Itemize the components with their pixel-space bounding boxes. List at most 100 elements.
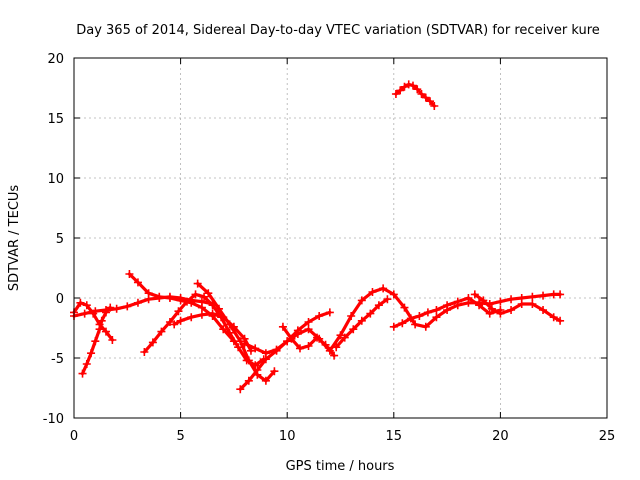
data-point — [313, 333, 322, 342]
data-point — [330, 351, 339, 360]
data-point — [487, 304, 496, 313]
data-point — [278, 322, 287, 331]
data-point — [261, 376, 270, 385]
series-arc-11 — [332, 295, 392, 352]
series-arc-7 — [193, 279, 279, 385]
data-point — [225, 320, 234, 329]
data-point — [430, 102, 439, 110]
data-point — [283, 337, 292, 346]
data-point — [148, 338, 157, 347]
y-tick-label: -5 — [51, 352, 64, 367]
data-point — [389, 290, 398, 299]
data-point — [270, 367, 279, 376]
data-point — [539, 306, 548, 314]
data-point — [411, 320, 420, 329]
data-point — [106, 303, 115, 312]
data-point — [332, 343, 341, 352]
x-tick-label: 20 — [492, 429, 509, 444]
grid — [74, 58, 607, 418]
data-point — [321, 340, 330, 349]
data-point — [293, 330, 302, 338]
data-point — [400, 303, 409, 312]
y-axis-label: SDTVAR / TECUs — [7, 185, 22, 292]
data-point — [108, 336, 117, 344]
data-point — [453, 297, 462, 306]
data-point — [479, 296, 488, 305]
data-point — [368, 288, 377, 296]
data-point — [556, 290, 565, 299]
data-point — [556, 316, 565, 325]
data-point — [406, 314, 415, 323]
series-line — [392, 296, 502, 329]
data-point — [165, 318, 174, 326]
data-point — [549, 313, 558, 322]
data-point — [87, 349, 96, 358]
data-point — [421, 322, 430, 331]
data-point — [91, 307, 100, 316]
data-point — [408, 81, 417, 90]
data-point — [325, 308, 334, 317]
data-point — [304, 342, 313, 350]
data-point — [234, 343, 243, 352]
data-point — [295, 344, 304, 353]
data-point — [432, 306, 441, 314]
y-tick-label: 10 — [47, 172, 64, 187]
data-point — [253, 366, 262, 374]
data-point — [421, 93, 430, 102]
data-point — [157, 327, 166, 336]
data-point — [155, 292, 164, 301]
data-point — [101, 327, 110, 336]
data-point — [76, 298, 85, 307]
data-point — [204, 289, 213, 298]
data-point — [357, 316, 366, 325]
data-point — [133, 298, 142, 307]
data-point — [193, 279, 202, 288]
data-point — [517, 300, 526, 308]
data-point — [174, 307, 183, 316]
data-point — [123, 302, 132, 311]
data-point — [176, 316, 185, 325]
data-point — [443, 301, 452, 310]
series-arc-13 — [470, 290, 565, 325]
series-arc-3 — [78, 303, 115, 378]
data-point — [357, 296, 366, 305]
data-point — [236, 385, 245, 394]
data-point — [80, 309, 89, 318]
data-point — [470, 290, 479, 299]
data-point — [261, 349, 270, 358]
y-tick-label: 0 — [56, 292, 64, 307]
data-point — [304, 325, 313, 334]
y-tick-label: 5 — [56, 232, 64, 247]
chart-title: Day 365 of 2014, Sidereal Day-to-day VTE… — [76, 23, 600, 38]
axes: 0 5 10 15 20 25 -10 -5 0 5 10 15 20 — [43, 52, 616, 444]
data-point — [379, 284, 388, 293]
data-point — [200, 292, 209, 301]
data-point — [112, 304, 121, 313]
data-point — [125, 270, 134, 278]
data-point — [389, 322, 398, 331]
data-point — [413, 85, 422, 94]
series-arc-9 — [240, 284, 565, 358]
x-tick-label: 25 — [599, 429, 616, 444]
data-point — [374, 301, 383, 310]
data-point — [415, 312, 424, 320]
data-point — [272, 345, 281, 354]
data-point — [176, 296, 185, 305]
series-line — [473, 292, 562, 323]
data-point — [426, 97, 435, 106]
series-arc-1 — [70, 298, 117, 344]
data-point — [97, 316, 106, 325]
data-point — [91, 337, 100, 346]
series-arc-14 — [391, 80, 439, 110]
data-point — [187, 313, 196, 322]
data-point — [349, 325, 358, 334]
data-point — [78, 369, 87, 378]
data-point — [496, 309, 505, 318]
x-tick-label: 5 — [176, 429, 184, 444]
data-point — [347, 312, 356, 320]
data-point — [366, 309, 375, 318]
x-tick-label: 0 — [70, 429, 78, 444]
data-point — [251, 344, 260, 353]
data-point — [507, 306, 516, 314]
